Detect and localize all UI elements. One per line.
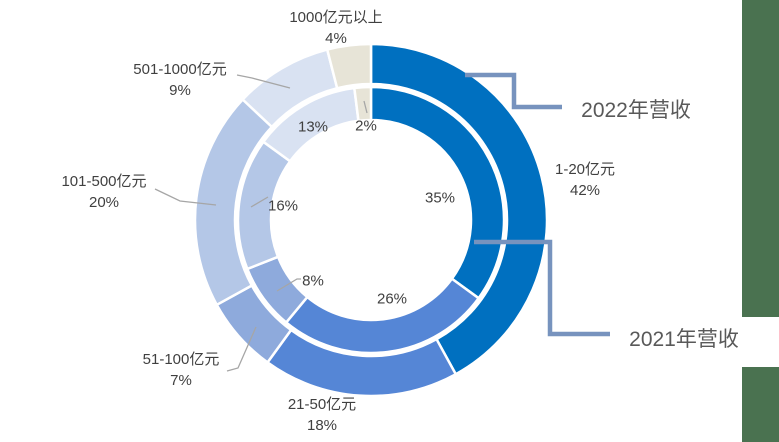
- category-name: 21-50亿元: [287, 396, 357, 413]
- inner-pct-1000plus: 2%: [355, 117, 377, 135]
- series-label-2022: 2022年营收: [581, 99, 691, 122]
- callout-line-2022: [465, 72, 562, 110]
- leader-line-0: [236, 74, 291, 89]
- category-name: 501-1000亿元: [133, 61, 227, 78]
- category-outer-pct: 9%: [169, 82, 191, 99]
- inner-pct-101-500: 16%: [267, 197, 299, 215]
- leader-line-5: [363, 100, 368, 114]
- series-label-2021: 2021年营收: [629, 328, 739, 351]
- category-name: 1000亿元以上: [289, 9, 383, 26]
- category-outer-pct: 18%: [306, 417, 338, 434]
- category-name: 101-500亿元: [61, 173, 147, 190]
- callout-line-2021: [474, 239, 610, 337]
- category-label-21-50: 21-50亿元 18%: [288, 394, 356, 436]
- category-label-501-1000: 501-1000亿元 9%: [133, 59, 226, 101]
- category-outer-pct: 42%: [569, 182, 601, 199]
- leader-line-4: [250, 196, 269, 208]
- leader-line-2: [226, 326, 257, 372]
- inner-pct-21-50: 26%: [376, 290, 408, 308]
- category-name: 1-20亿元: [554, 161, 616, 178]
- category-outer-pct: 4%: [325, 30, 347, 47]
- category-label-1000plus: 1000亿元以上 4%: [289, 7, 382, 49]
- donut-segment-2022年营收-1-20亿元: [369, 42, 549, 376]
- category-outer-pct: 7%: [170, 372, 192, 389]
- inner-pct-51-100: 8%: [302, 272, 324, 290]
- inner-pct-501-1000: 13%: [297, 118, 329, 136]
- inner-pct-1-20: 35%: [424, 189, 456, 207]
- donut-segment-2021年营收-1000亿元以上: [353, 85, 373, 123]
- side-accent-bar-bottom: [742, 367, 779, 442]
- side-accent-bar-top: [742, 0, 779, 317]
- category-label-1-20: 1-20亿元 42%: [555, 159, 615, 201]
- leader-line-1: [154, 188, 217, 206]
- category-label-51-100: 51-100亿元 7%: [143, 349, 220, 391]
- category-outer-pct: 20%: [88, 194, 120, 211]
- leader-line-3: [276, 278, 301, 292]
- category-label-101-500: 101-500亿元 20%: [61, 171, 146, 213]
- donut-segment-2022年营收-1000亿元以上: [325, 42, 373, 90]
- category-name: 51-100亿元: [142, 351, 220, 368]
